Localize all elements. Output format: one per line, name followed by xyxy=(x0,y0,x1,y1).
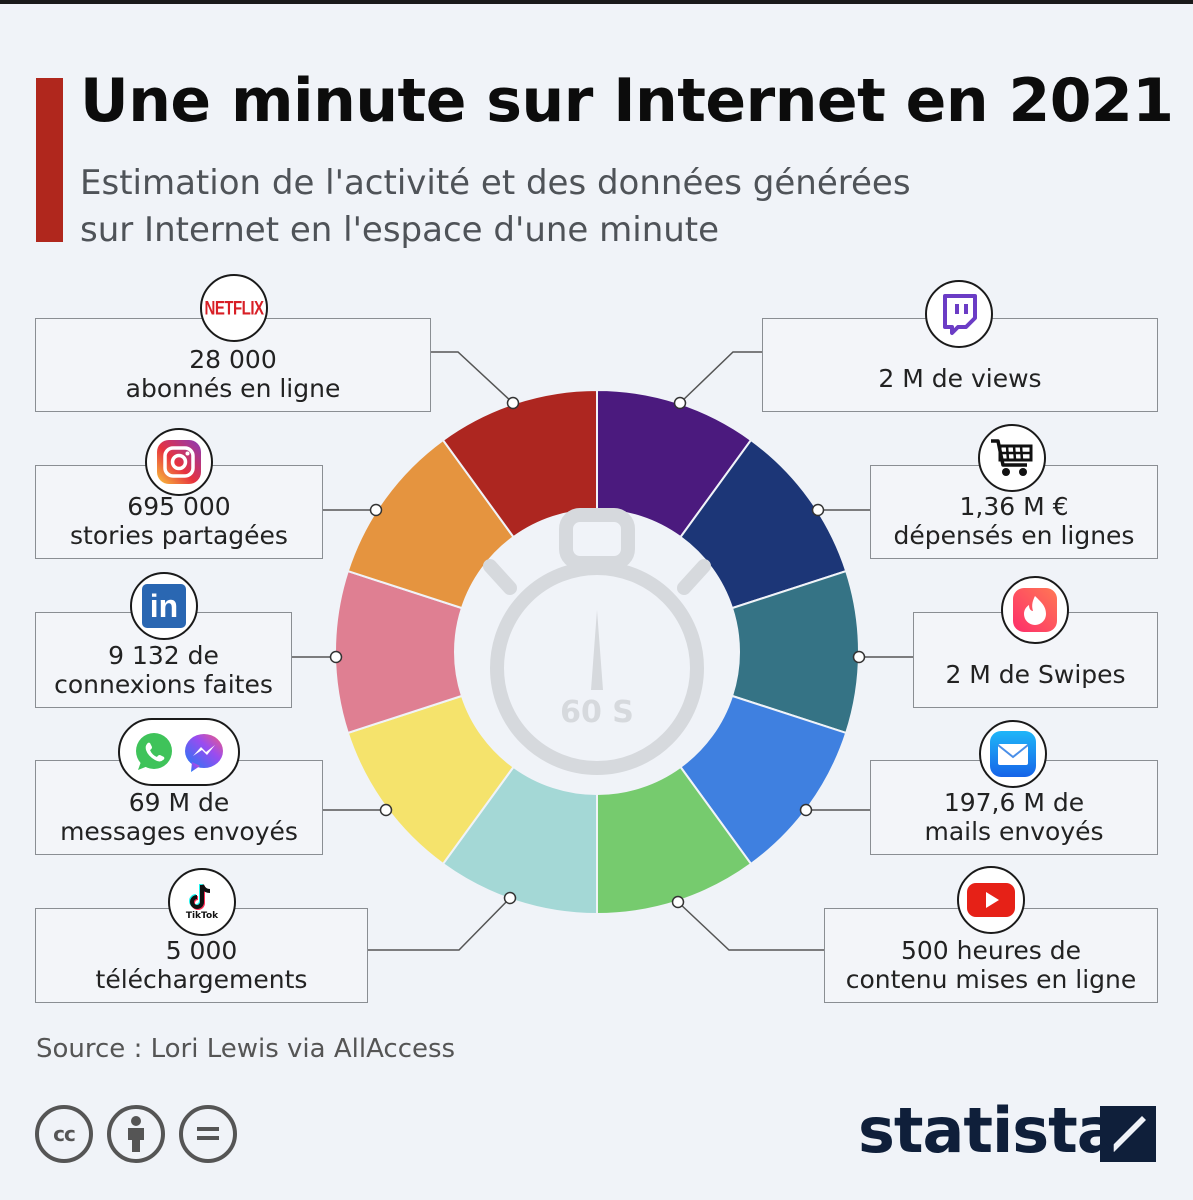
connector-youtube xyxy=(677,901,824,951)
stat-label: connexions faites xyxy=(54,670,273,699)
mail-icon xyxy=(979,720,1047,788)
connector-dot-shopping xyxy=(811,503,825,517)
stat-label: dépensés en lignes xyxy=(893,521,1135,550)
title-accent-bar xyxy=(36,78,63,242)
messenger-icon xyxy=(185,734,223,772)
connector-dot-netflix xyxy=(506,396,520,410)
stat-label: contenu mises en ligne xyxy=(845,965,1137,994)
stat-value: 9 132 de xyxy=(108,641,219,670)
stopwatch-icon xyxy=(483,508,711,775)
stat-label: 2 M de Swipes xyxy=(945,660,1126,689)
attribution-icon xyxy=(107,1105,165,1163)
netflix-logo-text: NETFLIX xyxy=(204,296,265,320)
statista-logo-text: statista xyxy=(858,1094,1119,1167)
tinder-icon xyxy=(1001,576,1069,644)
connector-dot-tinder xyxy=(852,650,866,664)
tiktok-icon: TikTok xyxy=(168,868,236,936)
stat-card-tiktok: 5 000 téléchargements xyxy=(35,908,368,1003)
stat-value: 69 M de xyxy=(128,788,230,817)
subtitle-line: sur Internet en l'espace d'une minute xyxy=(80,210,720,250)
connectors xyxy=(292,351,913,951)
stat-value: 28 000 xyxy=(189,345,277,374)
stat-value: 695 000 xyxy=(127,492,231,521)
whatsapp-icon xyxy=(136,733,172,770)
subtitle-line: Estimation de l'activité et des données … xyxy=(80,163,911,203)
tiktok-logo-text: TikTok xyxy=(185,911,219,921)
cc-icon: cc xyxy=(35,1105,93,1163)
connector-dot-youtube xyxy=(671,895,685,909)
connector-netflix xyxy=(431,351,514,404)
netflix-icon: NETFLIX xyxy=(200,274,268,342)
twitch-icon xyxy=(925,280,993,348)
connector-dot-twitch xyxy=(673,396,687,410)
connector-dots xyxy=(329,396,866,909)
stat-label: messages envoyés xyxy=(60,817,298,846)
connector-dot-messaging xyxy=(379,803,393,817)
stat-value: 500 heures de xyxy=(900,936,1082,965)
top-border xyxy=(0,0,1193,4)
connector-dot-mail xyxy=(799,803,813,817)
whatsapp-messenger-icons xyxy=(118,718,240,786)
connector-twitch xyxy=(679,351,762,404)
page-title: Une minute sur Internet en 2021 xyxy=(80,66,1174,136)
connector-dot-tiktok xyxy=(503,891,517,905)
connector-dot-instagram xyxy=(369,503,383,517)
stat-label: 2 M de views xyxy=(878,364,1042,393)
instagram-icon xyxy=(145,428,213,496)
page-subtitle: Estimation de l'activité et des données … xyxy=(80,160,911,254)
stat-label: téléchargements xyxy=(95,965,308,994)
stat-label: stories partagées xyxy=(70,521,288,550)
stat-value: 5 000 xyxy=(165,936,238,965)
center-label: 60 S xyxy=(560,695,634,730)
stat-label: mails envoyés xyxy=(924,817,1104,846)
statista-logo-icon xyxy=(1100,1106,1156,1162)
stat-value: 197,6 M de xyxy=(943,788,1085,817)
youtube-icon xyxy=(957,866,1025,934)
stat-label: abonnés en ligne xyxy=(125,374,341,403)
connector-tiktok xyxy=(368,897,511,951)
shopping-cart-icon xyxy=(978,424,1046,492)
stat-value: 1,36 M € xyxy=(959,492,1069,521)
connector-dot-linkedin xyxy=(329,650,343,664)
source-note: Source : Lori Lewis via AllAccess xyxy=(36,1034,456,1064)
linkedin-logo-text: in xyxy=(149,588,179,624)
linkedin-icon: in xyxy=(130,572,198,640)
no-derivatives-icon xyxy=(179,1105,237,1163)
